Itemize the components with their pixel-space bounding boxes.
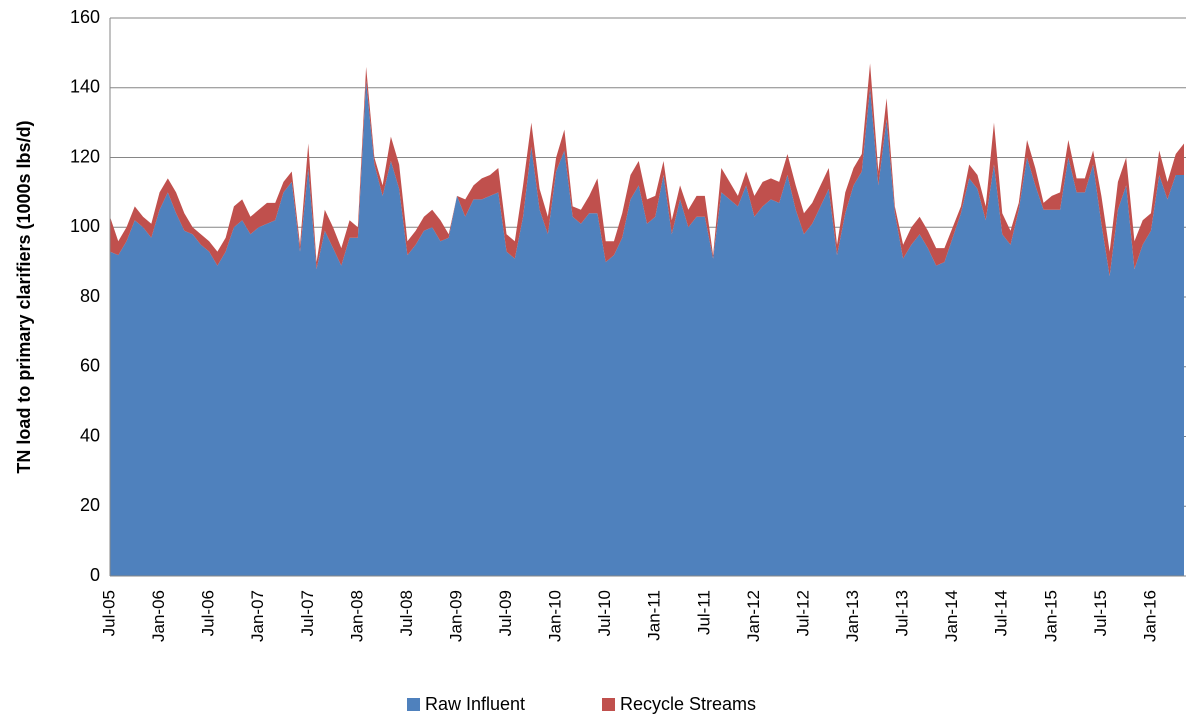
x-tick-label: Jul-13	[893, 590, 912, 636]
y-tick-label: 80	[80, 286, 100, 306]
x-tick-label: Jan-07	[248, 590, 267, 642]
x-tick-label: Jan-16	[1140, 590, 1159, 642]
x-tick-label: Jul-14	[992, 590, 1011, 636]
area	[110, 63, 1184, 277]
y-tick-label: 140	[70, 77, 100, 97]
y-tick-label: 20	[80, 495, 100, 515]
x-tick-label: Jul-06	[199, 590, 218, 636]
legend-label: Raw Influent	[425, 694, 525, 714]
y-axis-label: TN load to primary clarifiers (1000s lbs…	[14, 120, 34, 473]
x-tick-label: Jul-12	[793, 590, 812, 636]
x-tick-label: Jul-15	[1091, 590, 1110, 636]
y-tick-label: 160	[70, 7, 100, 27]
x-tick-label: Jul-05	[99, 590, 118, 636]
y-tick-label: 100	[70, 216, 100, 236]
x-tick-label: Jul-07	[298, 590, 317, 636]
x-tick-label: Jan-11	[645, 590, 664, 641]
x-tick-label: Jul-08	[397, 590, 416, 636]
x-tick-label: Jan-13	[843, 590, 862, 642]
y-tick-label: 0	[90, 565, 100, 585]
x-tick-label: Jan-06	[149, 590, 168, 642]
legend-label: Recycle Streams	[620, 694, 756, 714]
x-tick-label: Jul-09	[496, 590, 515, 636]
y-tick-label: 120	[70, 146, 100, 166]
x-tick-label: Jan-14	[942, 590, 961, 642]
x-tick-label: Jan-12	[744, 590, 763, 642]
x-tick-label: Jul-10	[595, 590, 614, 636]
y-tick-label: 60	[80, 356, 100, 376]
legend-swatch	[407, 698, 420, 711]
x-tick-label: Jan-15	[1041, 590, 1060, 642]
x-tick-label: Jan-09	[446, 590, 465, 642]
x-tick-label: Jan-08	[347, 590, 366, 642]
area	[110, 80, 1184, 576]
y-tick-label: 40	[80, 425, 100, 445]
legend: Raw Influent Recycle Streams	[407, 694, 756, 714]
legend-swatch	[602, 698, 615, 711]
x-tick-label: Jul-11	[694, 590, 713, 635]
x-tick-label: Jan-10	[546, 590, 565, 642]
